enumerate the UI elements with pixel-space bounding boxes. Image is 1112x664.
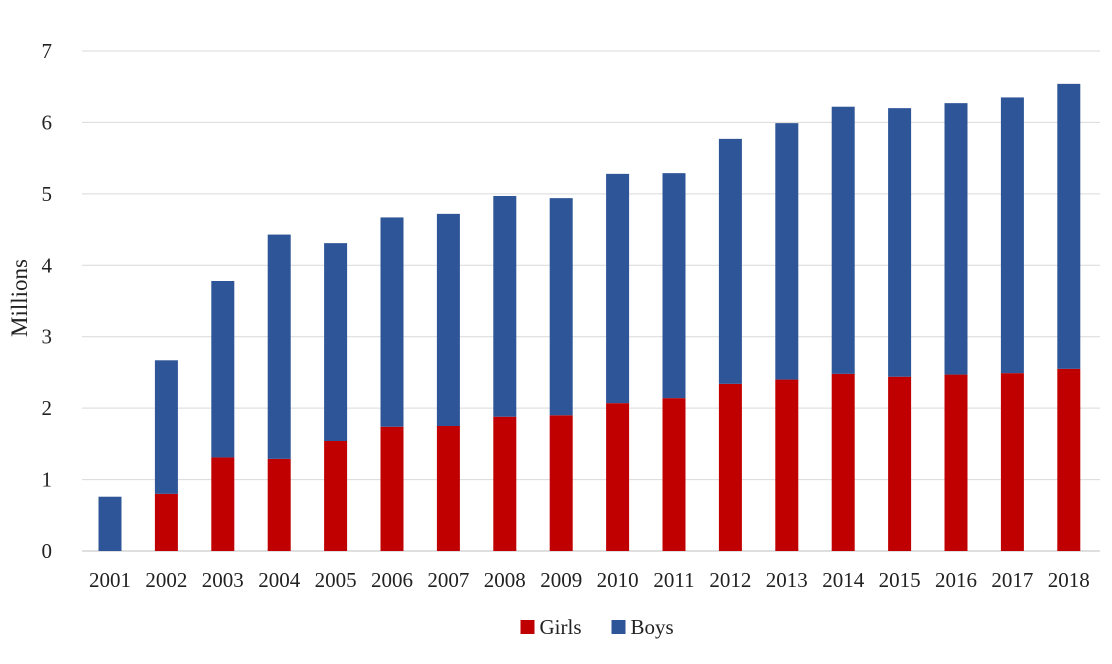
x-tick-label: 2003 <box>202 568 244 592</box>
y-tick-label: 1 <box>42 468 53 492</box>
y-tick-label: 6 <box>42 110 53 134</box>
bar-boys-2001 <box>98 496 122 551</box>
x-tick-label: 2018 <box>1048 568 1090 592</box>
legend-label-boys: Boys <box>631 615 674 639</box>
bar-girls-2004 <box>267 458 291 551</box>
bar-girls-2018 <box>1057 368 1081 551</box>
bar-boys-2015 <box>888 108 912 377</box>
x-tick-label: 2006 <box>371 568 413 592</box>
x-tick-label: 2012 <box>709 568 751 592</box>
bar-girls-2002 <box>154 493 178 551</box>
x-tick-label: 2001 <box>89 568 131 592</box>
bar-boys-2012 <box>718 138 742 384</box>
y-axis-title: Millions <box>7 259 32 337</box>
legend: Girls Boys <box>520 615 674 639</box>
x-tick-label: 2009 <box>540 568 582 592</box>
y-tick-label: 7 <box>42 39 53 63</box>
bar-boys-2008 <box>493 196 517 417</box>
x-tick-label: 2002 <box>145 568 187 592</box>
gridlines <box>82 50 1100 552</box>
bar-girls-2003 <box>211 457 235 551</box>
y-tick-label: 2 <box>42 396 53 420</box>
x-tick-label: 2010 <box>597 568 639 592</box>
bar-boys-2002 <box>154 360 178 494</box>
bar-boys-2005 <box>324 243 348 441</box>
x-tick-label: 2005 <box>315 568 357 592</box>
bar-boys-2018 <box>1057 83 1081 369</box>
bars <box>98 83 1081 551</box>
y-tick-label: 0 <box>42 539 53 563</box>
x-tick-label: 2013 <box>766 568 808 592</box>
y-tick-label: 5 <box>42 182 53 206</box>
x-tick-label: 2016 <box>935 568 977 592</box>
bar-boys-2007 <box>436 213 460 426</box>
bar-boys-2003 <box>211 281 235 458</box>
bar-boys-2016 <box>944 103 968 375</box>
y-tick-label: 4 <box>42 253 53 277</box>
bar-girls-2017 <box>1000 373 1024 551</box>
x-tick-label: 2017 <box>991 568 1033 592</box>
bar-girls-2015 <box>888 376 912 551</box>
bar-boys-2009 <box>549 198 573 416</box>
legend-label-girls: Girls <box>540 615 582 639</box>
x-tick-label: 2007 <box>427 568 469 592</box>
legend-swatch-boys <box>611 620 626 634</box>
bar-girls-2013 <box>775 379 799 551</box>
bar-girls-2014 <box>831 373 855 551</box>
x-tick-label: 2011 <box>653 568 694 592</box>
bar-boys-2013 <box>775 123 799 380</box>
bar-girls-2016 <box>944 374 968 551</box>
bar-girls-2006 <box>380 426 404 551</box>
bar-boys-2006 <box>380 217 404 427</box>
bar-girls-2007 <box>436 426 460 551</box>
y-axis-ticks: 0 1 2 3 4 5 6 7 <box>42 39 53 563</box>
bar-girls-2008 <box>493 416 517 551</box>
x-tick-label: 2014 <box>822 568 865 592</box>
bar-girls-2009 <box>549 415 573 551</box>
bar-boys-2004 <box>267 234 291 459</box>
bar-boys-2011 <box>662 173 686 399</box>
x-tick-label: 2004 <box>258 568 301 592</box>
bar-girls-2012 <box>718 383 742 551</box>
x-tick-label: 2008 <box>484 568 526 592</box>
bar-boys-2014 <box>831 106 855 374</box>
y-tick-label: 3 <box>42 325 53 349</box>
x-tick-label: 2015 <box>879 568 921 592</box>
bar-girls-2005 <box>324 441 348 551</box>
x-axis-ticks: 2001 2002 2003 2004 2005 2006 2007 2008 2009 2010… <box>89 568 1090 592</box>
bar-boys-2010 <box>606 173 630 404</box>
bar-boys-2017 <box>1000 97 1024 374</box>
bar-girls-2010 <box>606 403 630 551</box>
bar-girls-2011 <box>662 398 686 551</box>
legend-swatch-girls <box>520 620 535 634</box>
